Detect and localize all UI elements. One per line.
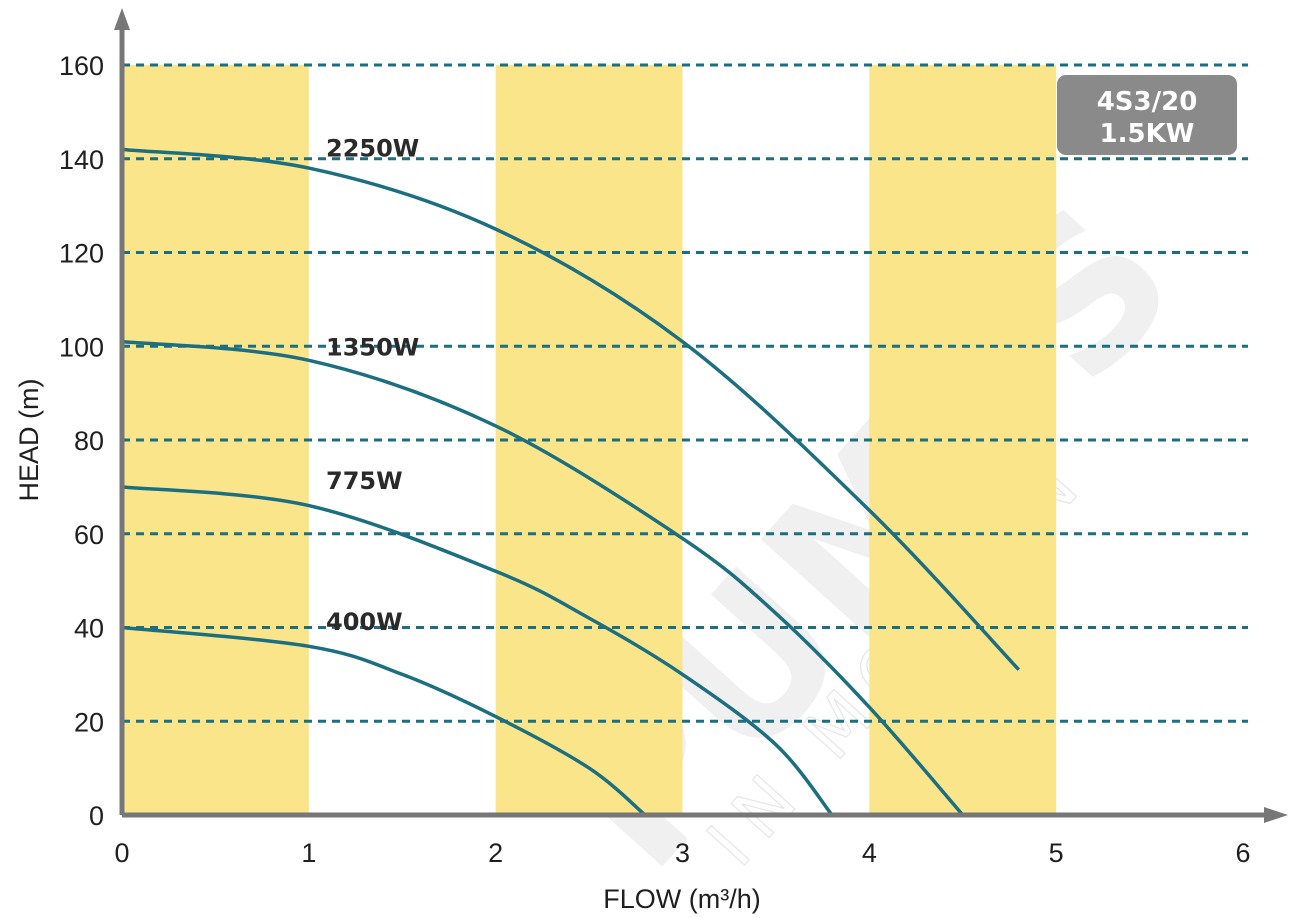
x-tick-label: 2 xyxy=(488,838,503,868)
curves xyxy=(121,147,1021,817)
x-tick-label: 3 xyxy=(675,838,690,868)
gridlines xyxy=(122,63,1248,723)
y-tick-label: 100 xyxy=(59,332,104,362)
y-tick-label: 40 xyxy=(74,614,104,644)
y-tick-label: 160 xyxy=(59,51,104,81)
x-tick-label: 0 xyxy=(114,838,129,868)
y-tick-label: 140 xyxy=(59,145,104,175)
x-tick-label: 5 xyxy=(1049,838,1064,868)
x-axis-title: FLOW (m³/h) xyxy=(603,884,760,914)
y-axis-arrow xyxy=(114,8,130,30)
y-tick-label: 20 xyxy=(74,707,104,737)
curve-label: 2250W xyxy=(326,134,419,162)
curve-2250w xyxy=(121,147,1021,671)
y-axis-title: HEAD (m) xyxy=(14,379,44,502)
x-tick-label: 4 xyxy=(862,838,877,868)
y-tick-label: 0 xyxy=(89,801,104,831)
x-tick-label: 1 xyxy=(301,838,316,868)
curve-400w xyxy=(121,625,647,817)
curve-label: 400W xyxy=(326,608,403,636)
x-axis-arrow xyxy=(1264,807,1288,823)
x-tick-label: 6 xyxy=(1235,838,1250,868)
y-tick-label: 120 xyxy=(59,239,104,269)
curve-775w xyxy=(121,485,834,817)
y-tick-label: 80 xyxy=(74,426,104,456)
axes xyxy=(114,8,1288,823)
badge-model: 4S3/20 xyxy=(1097,87,1198,117)
curve-label: 775W xyxy=(326,467,403,495)
model-badge: 4S3/20 1.5KW xyxy=(1057,75,1237,155)
curve-1350w xyxy=(121,339,965,817)
curve-label: 1350W xyxy=(326,333,419,361)
curve-labels: 2250W 1350W 775W 400W xyxy=(326,134,419,636)
badge-power: 1.5KW xyxy=(1100,119,1195,149)
badge-background xyxy=(1057,75,1237,155)
y-tick-label: 60 xyxy=(74,520,104,550)
